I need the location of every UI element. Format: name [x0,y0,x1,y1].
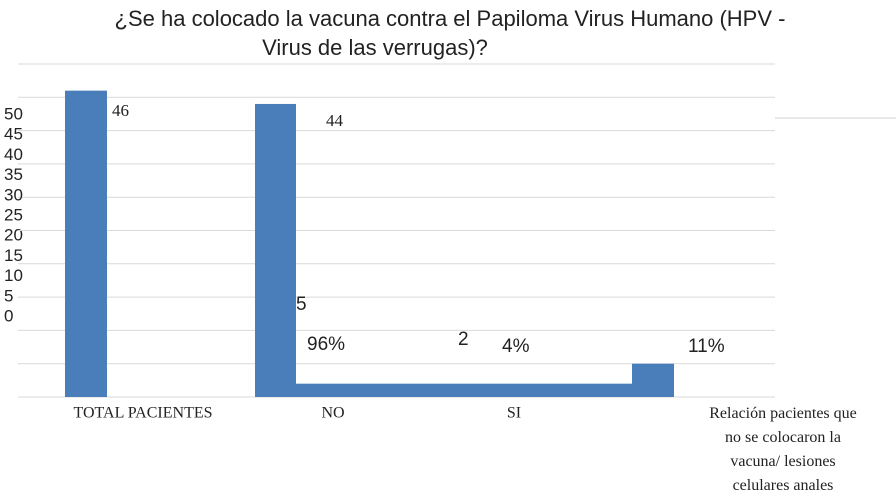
y-tick-label: 25 [4,205,23,224]
y-tick-label: 35 [4,165,23,184]
data-label: 44 [326,111,344,130]
x-tick-label: Relación pacientes que no se colocaron la… [709,405,857,494]
y-tick-label: 10 [4,266,23,285]
y-tick-label: 45 [4,125,23,144]
y-tick-label: 15 [4,246,23,265]
annotation: 11% [688,336,725,357]
bar [255,103,296,398]
y-tick-label: 50 [4,104,23,123]
x-tick-label: SI [507,405,521,422]
data-label: 46 [112,101,129,120]
annotation: 5 [296,294,307,315]
chart-subtitle: Virus de las verrugas)? [262,35,488,60]
y-tick-label: 20 [4,226,23,245]
bar [632,363,674,397]
chart-title: ¿Se ha colocado la vacuna contra el Papi… [115,6,786,31]
y-tick-label: 0 [4,306,13,325]
annotation: 4% [502,336,530,357]
x-tick-label: NO [321,405,344,422]
bar [296,383,632,397]
y-tick-label: 5 [4,286,13,305]
annotation: 96% [307,334,345,355]
bar [65,90,107,397]
y-tick-label: 30 [4,185,23,204]
y-tick-label: 40 [4,145,23,164]
data-label: 2 [458,329,469,350]
x-tick-label: TOTAL PACIENTES [73,405,212,422]
